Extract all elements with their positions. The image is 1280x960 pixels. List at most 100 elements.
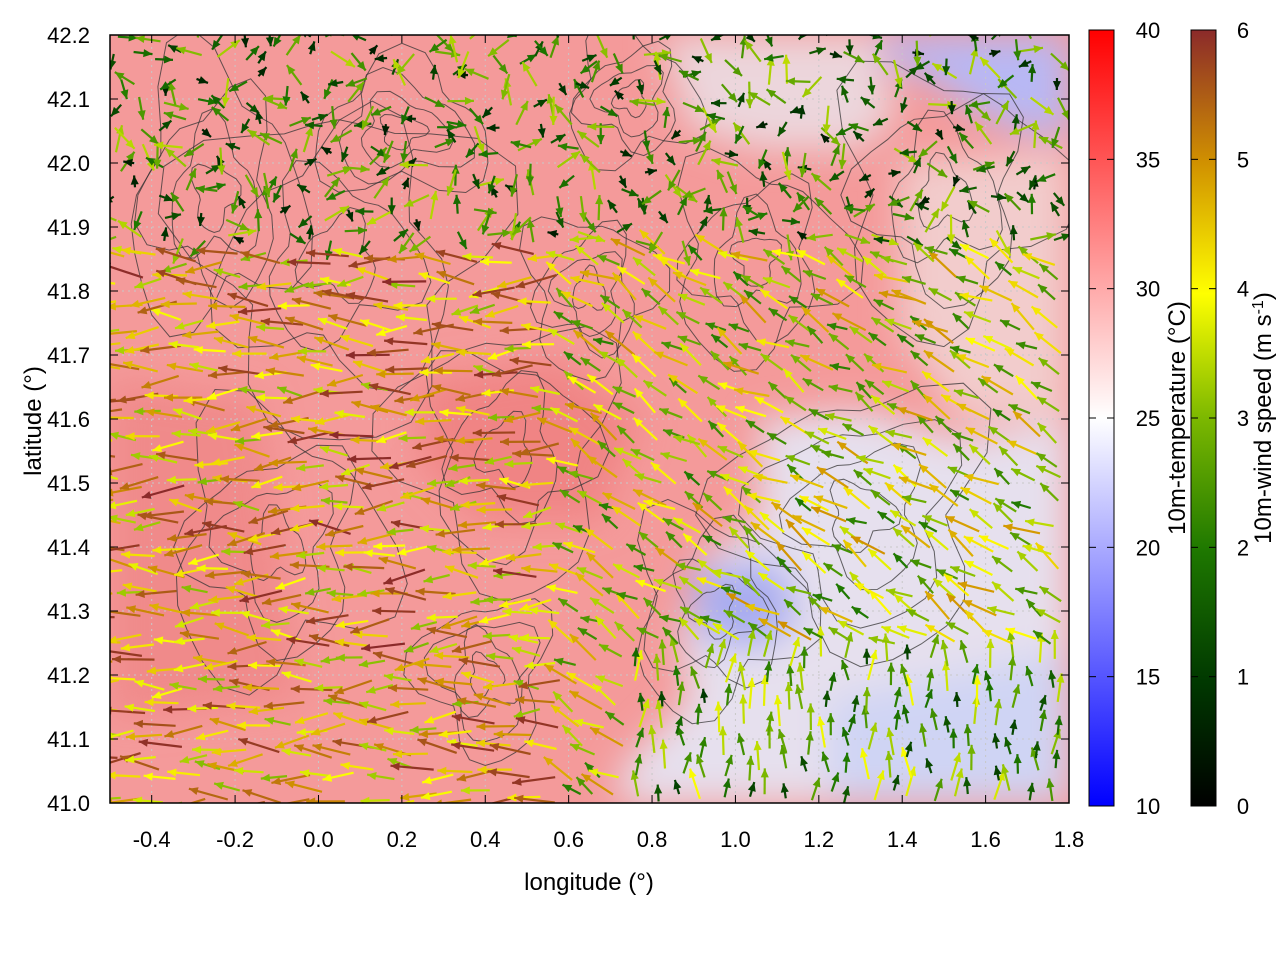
wind-arrow: [896, 625, 927, 637]
wind-arrow: [967, 744, 976, 771]
wind-arrow: [835, 125, 854, 137]
wind-arrow: [464, 67, 489, 80]
wind-arrow: [753, 473, 788, 484]
x-tick-label: 1.6: [970, 827, 1001, 852]
wind-arrow: [546, 456, 579, 467]
wind-arrow: [167, 44, 182, 53]
wind-arrow: [710, 350, 730, 371]
wind-arrow: [487, 175, 496, 194]
wind-arrow: [476, 177, 505, 188]
wind-arrow: [543, 756, 573, 781]
wind-arrow: [347, 81, 365, 103]
wind-arrow: [387, 684, 429, 693]
wind-arrow: [330, 129, 353, 144]
wind-arrow: [981, 375, 1014, 396]
wind-arrow: [382, 140, 394, 164]
wind-arrow: [604, 329, 636, 356]
wind-arrow: [291, 479, 329, 492]
terrain-contour: [134, 78, 274, 309]
wind-arrow: [638, 698, 650, 728]
wind-arrow: [973, 675, 982, 707]
wind-arrow: [420, 790, 453, 801]
wind-arrow: [1003, 192, 1022, 211]
wind-arrow: [633, 387, 657, 414]
wind-arrow: [777, 182, 792, 199]
wind-arrow: [1054, 715, 1063, 735]
wind-arrow: [964, 255, 990, 280]
wind-arrow: [144, 698, 179, 707]
wind-arrow: [757, 149, 768, 170]
wind-arrow: [703, 206, 722, 215]
wind-arrow: [482, 682, 519, 691]
wind-arrow: [133, 49, 153, 58]
wind-arrow: [521, 340, 555, 349]
wind-arrow: [782, 368, 805, 393]
wind-arrow: [173, 637, 205, 646]
wind-arrow: [442, 591, 477, 600]
wind-arrow: [835, 583, 851, 600]
wind-arrow: [213, 781, 241, 792]
wind-arrow: [594, 615, 617, 640]
wind-arrow: [632, 488, 667, 507]
wind-arrow: [742, 205, 762, 219]
wind-arrow: [274, 734, 310, 749]
wind-arrow: [768, 307, 788, 322]
wind-arrow: [504, 459, 533, 468]
wind-arrow: [678, 69, 700, 81]
x-tick-label: -0.4: [133, 827, 171, 852]
wind-arrow: [816, 466, 849, 489]
wind-arrow: [447, 96, 474, 105]
wind-arrow: [117, 35, 138, 42]
wind-arrow: [564, 402, 602, 415]
wind-arrow: [124, 703, 156, 713]
wind-arrow: [707, 420, 725, 438]
wind-arrow: [923, 318, 954, 344]
wind-arrow: [434, 651, 470, 660]
wind-arrow: [110, 796, 121, 800]
wind-arrow: [928, 35, 932, 37]
wind-arrow: [336, 275, 364, 288]
wind-arrow: [546, 584, 578, 594]
wind-arrow: [921, 514, 948, 527]
y-axis-label: latitude (°): [20, 366, 47, 476]
colorbar-tick-label: 2: [1237, 535, 1249, 560]
wind-arrow: [722, 361, 760, 375]
wind-arrow: [929, 634, 940, 659]
wind-arrow: [228, 80, 248, 93]
wind-arrow: [934, 415, 953, 433]
wind-arrow: [133, 210, 143, 231]
wind-arrow: [821, 751, 830, 773]
wind-arrow: [1053, 233, 1069, 242]
wind-arrow: [448, 35, 459, 63]
wind-arrow: [888, 169, 901, 178]
x-tick-label: 0.6: [553, 827, 584, 852]
wind-arrow: [460, 786, 490, 795]
wind-arrow: [428, 38, 448, 53]
wind-arrow: [691, 55, 704, 64]
wind-arrow: [189, 362, 219, 372]
wind-arrow: [662, 106, 671, 129]
wind-arrow: [815, 287, 850, 308]
wind-arrow: [212, 684, 240, 693]
y-tick-label: 41.4: [47, 535, 90, 560]
wind-arrow: [665, 531, 683, 549]
wind-arrow: [851, 605, 869, 619]
wind-arrow: [596, 35, 609, 59]
wind-arrow: [637, 501, 665, 523]
wind-arrow: [597, 27, 617, 35]
wind-arrow: [801, 306, 830, 333]
wind-arrow: [297, 215, 313, 229]
wind-arrow: [110, 439, 113, 442]
wind-arrow: [1010, 302, 1035, 331]
wind-arrow: [787, 314, 811, 333]
wind-arrow: [963, 777, 972, 795]
wind-arrow: [374, 54, 388, 63]
wind-arrow: [677, 195, 688, 216]
wind-arrow: [511, 646, 541, 657]
wind-arrow: [246, 128, 271, 146]
wind-arrow: [589, 596, 615, 615]
wind-arrow: [983, 670, 992, 690]
wind-arrow: [995, 229, 1012, 257]
wind-arrow: [924, 529, 949, 551]
wind-arrow: [694, 703, 703, 725]
